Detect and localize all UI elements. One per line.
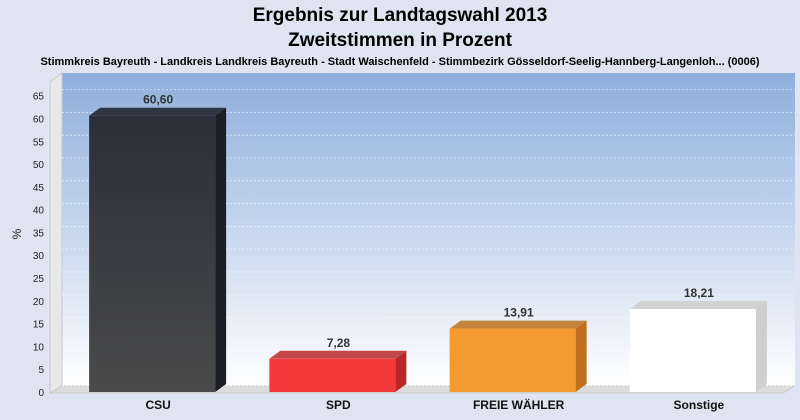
y-tick-label: 35 (33, 228, 45, 239)
chart-subtitle-line2: Zweitstimmen in Prozent (288, 30, 512, 51)
y-tick-label: 40 (33, 206, 45, 217)
bar-side-1 (395, 350, 407, 392)
bar-value-label: 60,60 (143, 93, 173, 107)
bar-value-label: 13,91 (504, 306, 534, 320)
bar-3 (629, 308, 756, 392)
bar-1 (269, 358, 396, 392)
y-tick-label: 60 (33, 114, 45, 125)
y-axis-label: % (10, 228, 24, 239)
bar-0 (89, 115, 216, 392)
y-tick-label: 30 (33, 251, 45, 262)
bar-value-label: 18,21 (684, 286, 714, 300)
bar-side-2 (575, 320, 587, 392)
y-tick-label: 25 (33, 274, 45, 285)
chart-subtitle: Stimmkreis Bayreuth - Landkreis Landkrei… (40, 56, 759, 68)
category-label: FREIE WÄHLER (473, 397, 565, 412)
plot-left-wall (49, 72, 63, 394)
y-tick-label: 15 (33, 320, 45, 331)
bar-2 (449, 328, 576, 392)
bar-top-2 (449, 320, 587, 329)
y-tick-label: 50 (33, 160, 45, 171)
y-tick-label: 55 (33, 137, 45, 148)
y-axis-ticks: 0 5 10 15 20 25 30 35 40 45 50 55 60 65 (33, 92, 45, 399)
bar-top-1 (269, 350, 407, 359)
category-label: CSU (145, 398, 170, 412)
bar-value-label: 7,28 (327, 336, 351, 350)
bars: 60,60 CSU 7,28 SPD 13,91 FREIE WÄHLER 18,21 Son… (89, 93, 767, 412)
y-tick-label: 65 (33, 92, 45, 103)
y-tick-label: 20 (33, 297, 45, 308)
bar-side-0 (215, 107, 227, 392)
y-tick-label: 5 (38, 365, 44, 376)
bar-top-3 (629, 300, 767, 309)
category-label: SPD (326, 398, 351, 412)
chart-title: Ergebnis zur Landtagswahl 2013 (253, 5, 548, 26)
bar-side-3 (755, 300, 767, 392)
bar-top-0 (89, 107, 227, 116)
y-tick-label: 0 (38, 388, 44, 399)
category-label: Sonstige (674, 398, 725, 412)
y-tick-label: 10 (33, 342, 45, 353)
y-tick-label: 45 (33, 183, 45, 194)
